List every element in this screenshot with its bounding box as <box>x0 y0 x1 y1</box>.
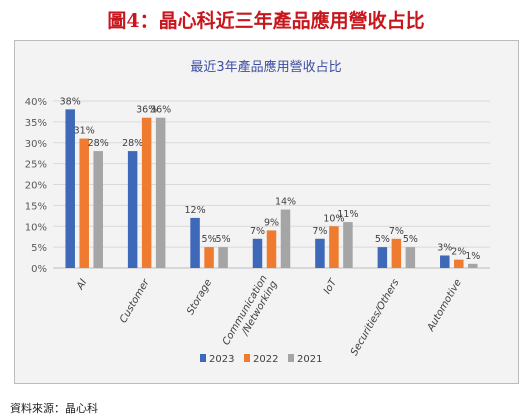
data-label: 36% <box>150 105 171 116</box>
data-label: 5% <box>403 234 418 245</box>
legend-label: 2023 <box>209 354 234 365</box>
x-tick-label: IoT <box>322 277 340 296</box>
bar-2022 <box>141 117 152 268</box>
x-tick-label: Communication/Networking <box>221 274 280 354</box>
y-tick-label: 15% <box>25 201 47 212</box>
data-label: 5% <box>202 234 217 245</box>
bar-2023 <box>190 217 200 268</box>
chart-frame: 最近3年產品應用營收占比 0% 5% 10% 15% 20% 25% 30% 35% 40% 38%… <box>14 40 519 384</box>
data-label: 5% <box>375 234 390 245</box>
bar-2022 <box>391 238 402 268</box>
data-label: 7% <box>250 226 265 237</box>
bar-2021 <box>405 247 416 268</box>
bar-2021 <box>343 222 353 268</box>
chart-title: 最近3年產品應用營收占比 <box>190 59 341 75</box>
y-tick-label: 5% <box>31 243 47 254</box>
y-tick-label: 25% <box>25 160 47 171</box>
data-label: 1% <box>465 251 480 262</box>
source-note: 資料來源：晶心科 <box>10 402 98 415</box>
data-label: 2% <box>451 247 466 258</box>
data-label: 10% <box>323 213 344 224</box>
legend-swatch-2022 <box>244 354 250 362</box>
y-tick-label: 10% <box>25 222 47 233</box>
bar-2021 <box>155 117 166 268</box>
data-label: 31% <box>74 126 95 137</box>
bar-2023 <box>127 151 138 268</box>
bar-2022 <box>329 226 339 268</box>
y-tick-label: 35% <box>25 118 47 129</box>
bar-2022 <box>454 259 464 268</box>
bar-2023 <box>377 247 388 268</box>
y-tick-label: 20% <box>25 181 47 192</box>
x-tick-label: Storage <box>185 278 214 317</box>
data-label: 11% <box>337 209 358 220</box>
data-label: 5% <box>216 234 231 245</box>
data-label: 3% <box>437 242 452 253</box>
bar-chart: 最近3年產品應用營收占比 0% 5% 10% 15% 20% 25% 30% 35% 40% 38%… <box>25 59 490 365</box>
data-label: 28% <box>122 138 143 149</box>
bar-2023 <box>252 238 263 268</box>
data-label: 38% <box>60 96 81 107</box>
data-label: 9% <box>264 217 279 228</box>
bar-2022 <box>204 247 214 268</box>
bar-2021 <box>93 151 103 268</box>
bar-2022 <box>79 138 89 268</box>
bar-2023 <box>315 238 325 268</box>
data-label: 7% <box>312 226 327 237</box>
y-tick-label: 0% <box>31 264 47 275</box>
legend-swatch-2021 <box>288 354 294 362</box>
bar-2022 <box>266 230 277 268</box>
x-tick-label: Automotive <box>425 278 464 334</box>
legend-swatch-2023 <box>200 354 206 362</box>
x-tick-label: AI <box>74 277 89 292</box>
data-label: 12% <box>185 205 206 216</box>
bar-2023 <box>440 255 450 268</box>
bar-2021 <box>468 263 478 268</box>
legend-label: 2021 <box>297 354 322 365</box>
legend-label: 2022 <box>253 354 278 365</box>
bar-2021 <box>280 209 291 268</box>
data-label: 36% <box>136 105 157 116</box>
data-label: 28% <box>88 138 109 149</box>
data-label: 7% <box>389 226 404 237</box>
bar-2023 <box>65 109 75 268</box>
x-tick-label: Customer <box>118 277 152 325</box>
data-label: 14% <box>275 197 296 208</box>
x-tick-label: Securities/Others <box>349 278 402 358</box>
bar-2021 <box>218 247 228 268</box>
figure-title: 圖4：晶心科近三年產品應用營收占比 <box>107 10 425 32</box>
y-tick-label: 40% <box>25 97 47 108</box>
y-tick-label: 30% <box>25 139 47 150</box>
